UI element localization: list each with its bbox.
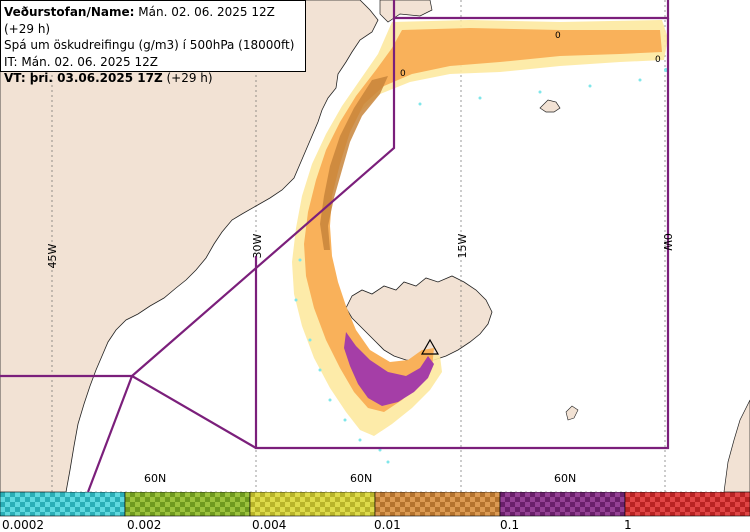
legend-swatch-4 [374,492,501,517]
norway-coast [723,399,750,492]
info-line-vt: VT: þri. 03.06.2025 17Z (+29 h) [4,71,213,85]
legend-threshold-2: 0.002 [127,518,161,532]
legend-threshold-3: 0.004 [252,518,286,532]
legend-threshold-6: 1 [624,518,632,532]
contour-label-2: 0 [555,31,561,41]
legend-swatch-1 [0,492,126,517]
legend-swatch-2 [124,492,251,517]
meridian-label-45w: 45W [46,243,59,268]
fir-boundaries [0,0,670,492]
meridian-label-30w: 30W [251,233,264,258]
parallel-label-2: 60N [350,472,372,485]
legend-threshold-1: 0.0002 [2,518,44,532]
legend-swatch-5 [499,492,626,517]
contour-label-3: 0 [655,55,661,65]
ash-speckles [294,68,668,464]
legend-swatch-3 [249,492,376,517]
ash-plume-purple [344,332,434,406]
volcano-marker-icon [420,338,440,355]
parallel-label-3: 60N [554,472,576,485]
info-line-name: Veðurstofan/Name: Mán. 02. 06. 2025 12Z … [4,5,275,36]
meridian-label-0w: 0W [661,233,674,251]
info-line-title: Spá um öskudreifingu (g/m3) í 500hPa (18… [4,38,295,52]
legend-threshold-4: 0.01 [374,518,401,532]
shetland-island [565,405,579,421]
iceland-land [345,275,493,363]
concentration-legend: 0.0002 0.002 0.004 0.01 0.1 1 [0,492,750,532]
info-line-it: IT: Mán. 02. 06. 2025 12Z [4,54,158,69]
legend-threshold-5: 0.1 [500,518,519,532]
meridian-label-15w: 15W [456,233,469,258]
contour-label-1: 0 [400,69,406,79]
ash-plume-brown [320,76,388,250]
greenland-land [0,0,379,492]
parallel-label-1: 60N [144,472,166,485]
legend-swatch-6 [624,492,750,517]
svalbard-island [539,99,561,113]
ash-dispersion-map: 45W 30W 15W 0W 60N 60N 60N 0 0 0 [0,0,750,492]
forecast-info-box: Veðurstofan/Name: Mán. 02. 06. 2025 12Z … [0,0,306,85]
